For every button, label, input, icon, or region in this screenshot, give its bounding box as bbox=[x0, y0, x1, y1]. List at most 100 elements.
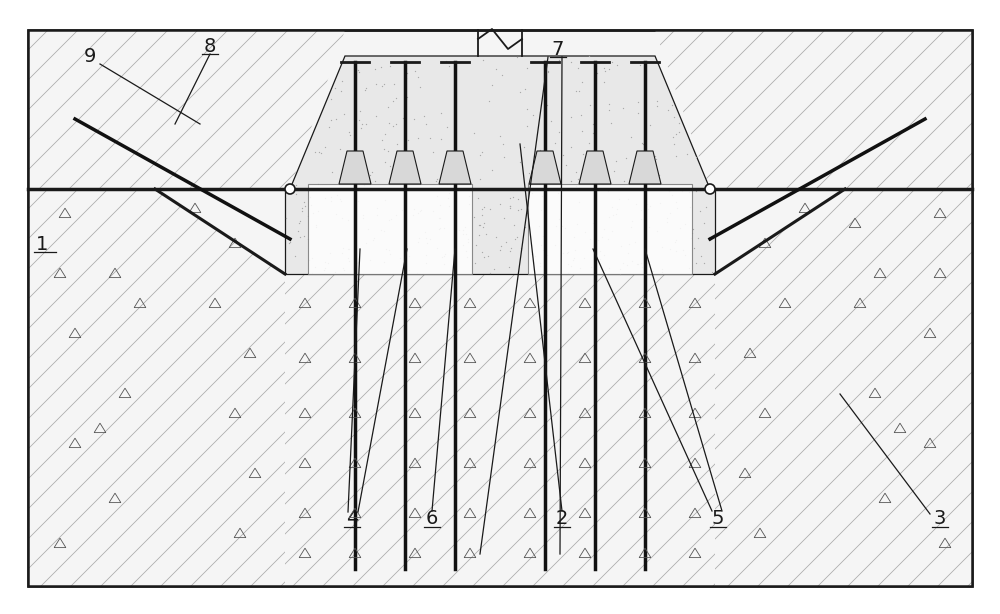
Point bbox=[282, 238, 298, 247]
Point bbox=[692, 206, 708, 216]
Point bbox=[649, 101, 665, 111]
Point bbox=[596, 224, 612, 234]
Point bbox=[513, 244, 529, 254]
Point bbox=[354, 120, 370, 130]
Point bbox=[425, 206, 441, 216]
Point bbox=[693, 252, 709, 262]
Point bbox=[624, 216, 640, 225]
Point bbox=[628, 166, 644, 176]
Point bbox=[336, 109, 352, 119]
Point bbox=[480, 251, 496, 260]
Point bbox=[668, 129, 684, 139]
Polygon shape bbox=[579, 151, 611, 184]
Point bbox=[681, 263, 697, 273]
Point bbox=[350, 65, 366, 75]
Polygon shape bbox=[28, 189, 285, 586]
Point bbox=[621, 239, 637, 249]
Text: 5: 5 bbox=[712, 510, 724, 529]
Point bbox=[367, 64, 383, 74]
Point bbox=[348, 245, 364, 255]
Point bbox=[596, 77, 612, 87]
Point bbox=[474, 147, 490, 157]
Point bbox=[506, 220, 522, 230]
Point bbox=[474, 210, 490, 220]
Point bbox=[608, 209, 624, 219]
Point bbox=[346, 260, 362, 270]
Point bbox=[300, 268, 316, 278]
Point bbox=[411, 233, 427, 243]
Point bbox=[609, 60, 625, 70]
Point bbox=[572, 263, 588, 273]
Point bbox=[532, 145, 548, 155]
Point bbox=[592, 157, 608, 167]
Point bbox=[376, 257, 392, 266]
Point bbox=[349, 166, 365, 176]
Point bbox=[474, 204, 490, 214]
Point bbox=[654, 267, 670, 277]
Point bbox=[376, 144, 392, 154]
Point bbox=[661, 186, 677, 196]
Point bbox=[374, 135, 390, 145]
Point bbox=[582, 101, 598, 111]
Point bbox=[559, 248, 575, 258]
Point bbox=[441, 201, 457, 211]
Point bbox=[475, 55, 491, 65]
Point bbox=[519, 121, 535, 131]
Point bbox=[623, 222, 639, 232]
Polygon shape bbox=[529, 151, 561, 184]
Point bbox=[624, 256, 640, 266]
Point bbox=[563, 262, 579, 271]
Point bbox=[304, 268, 320, 278]
Point bbox=[503, 243, 519, 253]
Point bbox=[390, 147, 406, 157]
Point bbox=[358, 120, 374, 130]
Point bbox=[317, 257, 333, 267]
Point bbox=[586, 206, 602, 216]
Point bbox=[509, 232, 525, 242]
Point bbox=[303, 200, 319, 210]
Point bbox=[386, 79, 402, 89]
Polygon shape bbox=[629, 151, 661, 184]
Point bbox=[537, 219, 553, 229]
Point bbox=[323, 94, 339, 104]
Point bbox=[458, 229, 474, 239]
Point bbox=[342, 150, 358, 160]
Point bbox=[493, 241, 509, 251]
Point bbox=[623, 131, 639, 141]
Point bbox=[475, 222, 491, 231]
Point bbox=[543, 117, 559, 126]
Point bbox=[581, 165, 597, 174]
Point bbox=[502, 247, 518, 257]
Point bbox=[436, 223, 452, 233]
Point bbox=[630, 107, 646, 117]
Point bbox=[341, 257, 357, 266]
Point bbox=[476, 219, 492, 228]
Point bbox=[278, 213, 294, 223]
Point bbox=[647, 150, 663, 160]
Point bbox=[532, 258, 548, 268]
Point bbox=[677, 219, 693, 228]
Point bbox=[460, 234, 476, 244]
Point bbox=[502, 203, 518, 212]
Point bbox=[502, 201, 518, 211]
Point bbox=[668, 152, 684, 161]
Point bbox=[447, 84, 463, 94]
Point bbox=[349, 258, 365, 268]
Point bbox=[321, 122, 337, 131]
Point bbox=[419, 238, 435, 248]
Point bbox=[547, 241, 563, 251]
Polygon shape bbox=[715, 189, 972, 586]
Point bbox=[521, 168, 537, 178]
Point bbox=[476, 252, 492, 262]
Point bbox=[574, 77, 590, 87]
Point bbox=[396, 238, 412, 248]
Point bbox=[328, 209, 344, 219]
Point bbox=[519, 208, 535, 218]
Point bbox=[682, 203, 698, 212]
Point bbox=[555, 248, 571, 258]
Point bbox=[369, 209, 385, 219]
Point bbox=[581, 138, 597, 147]
Point bbox=[350, 196, 366, 206]
Point bbox=[401, 268, 417, 278]
Point bbox=[350, 257, 366, 266]
